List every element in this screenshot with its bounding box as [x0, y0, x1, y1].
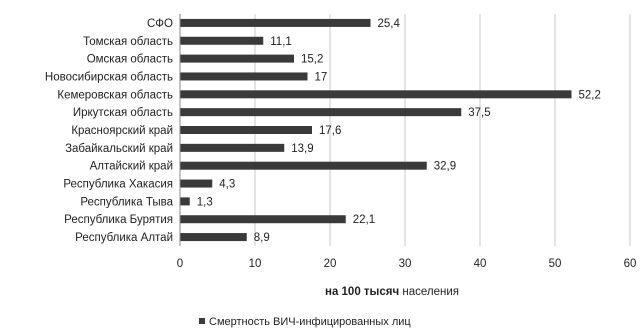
category-label: Красноярский край	[71, 125, 173, 137]
bar	[180, 18, 371, 27]
bar	[180, 215, 346, 224]
data-label: 52,2	[579, 89, 601, 101]
legend-label: Смертность ВИЧ-инфицированных лиц	[209, 316, 411, 328]
gridlines	[254, 14, 631, 246]
x-tick-label: 40	[474, 258, 487, 270]
legend-swatch	[199, 318, 205, 324]
data-labels: 25,4 11,1 15,2 17 52,2 37,5 17,6 13,9 32,9 4,3 1,3…	[197, 18, 601, 244]
data-label: 17	[315, 71, 328, 83]
category-label: Республика Алтай	[75, 232, 173, 244]
x-tick-label: 10	[249, 258, 262, 270]
data-label: 22,1	[353, 214, 375, 226]
category-label: Алтайский край	[90, 161, 173, 173]
x-tick-label: 30	[399, 258, 412, 270]
x-tick-labels: 0 10 20 30 40 50 60	[177, 258, 637, 270]
category-label: Новосибирская область	[45, 71, 173, 83]
x-tick-label: 0	[177, 258, 183, 270]
data-label: 15,2	[301, 54, 323, 66]
data-label: 32,9	[434, 161, 456, 173]
category-label: Омская область	[87, 54, 173, 66]
bar	[180, 179, 213, 188]
bar	[180, 90, 572, 99]
bar	[180, 54, 294, 63]
data-label: 25,4	[378, 18, 401, 30]
x-axis-title-bold: на 100 тысяч	[325, 286, 399, 298]
category-label: Забайкальский край	[65, 143, 173, 155]
category-label: Республика Хакасия	[63, 179, 173, 191]
bar	[180, 233, 247, 242]
data-label: 1,3	[197, 196, 213, 208]
bar	[180, 72, 308, 81]
category-label: Иркутская область	[73, 107, 173, 119]
x-tick-label: 60	[624, 258, 637, 270]
category-label: СФО	[147, 18, 173, 30]
bar	[180, 143, 285, 152]
x-tick-label: 50	[549, 258, 562, 270]
bar	[180, 126, 312, 134]
data-label: 17,6	[319, 125, 341, 137]
data-label: 11,1	[270, 36, 292, 48]
bar	[180, 36, 264, 45]
data-label: 4,3	[219, 179, 235, 191]
bar	[180, 197, 190, 206]
category-label: Томская область	[83, 36, 173, 48]
legend: Смертность ВИЧ-инфицированных лиц	[199, 316, 411, 328]
data-label: 13,9	[291, 143, 313, 155]
category-label: Республика Бурятия	[64, 214, 173, 226]
data-label: 8,9	[254, 232, 270, 244]
category-label: Кемеровская область	[57, 89, 173, 101]
bar	[180, 161, 427, 170]
bars-group	[180, 18, 572, 242]
category-label: Республика Тыва	[80, 196, 173, 208]
x-tick-label: 20	[324, 258, 337, 270]
data-label: 37,5	[468, 107, 490, 119]
x-axis-title-rest: населения	[399, 286, 459, 298]
category-labels: СФО Томская область Омская область Новосиби…	[45, 18, 174, 244]
bar	[180, 108, 462, 117]
x-axis-title: на 100 тысяч населения	[325, 286, 459, 298]
